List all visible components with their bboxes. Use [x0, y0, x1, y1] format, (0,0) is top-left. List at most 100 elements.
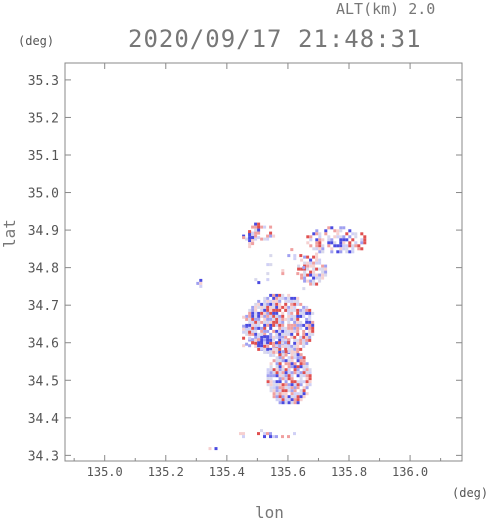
radar-cell — [305, 326, 309, 330]
radar-cell — [284, 386, 288, 390]
radar-cell — [305, 305, 309, 309]
radar-cell — [257, 335, 261, 339]
radar-cell — [321, 264, 325, 268]
radar-cell — [305, 341, 309, 345]
radar-cell — [330, 241, 334, 245]
radar-cell — [266, 377, 270, 381]
radar-cell — [284, 299, 288, 303]
radar-cell — [275, 383, 279, 387]
radar-cell — [269, 432, 272, 436]
radar-cell — [293, 398, 297, 402]
x-tick-label: 135.8 — [331, 465, 367, 479]
radar-cell — [287, 362, 291, 366]
radar-cell — [305, 392, 309, 396]
radar-cell — [266, 383, 270, 387]
radar-cell — [287, 341, 291, 345]
radar-cell — [351, 247, 355, 251]
radar-cell — [269, 320, 273, 324]
radar-cell — [248, 336, 252, 340]
radar-cell — [342, 238, 346, 242]
radar-cell — [315, 247, 319, 251]
radar-cell — [318, 244, 322, 248]
radar-cell — [260, 332, 264, 336]
radar-cell — [254, 222, 258, 226]
radar-cell — [311, 329, 315, 333]
radar-cell — [278, 302, 282, 306]
radar-cell — [339, 235, 343, 239]
radar-cell — [296, 272, 300, 276]
radar-cell — [305, 380, 309, 384]
radar-cell — [272, 347, 276, 351]
radar-cell — [302, 266, 306, 270]
radar-cell — [254, 225, 258, 229]
radar-cell — [293, 380, 297, 384]
radar-cell — [242, 435, 245, 439]
radar-cell — [299, 392, 303, 396]
radar-cell — [293, 356, 297, 360]
radar-cell — [248, 308, 252, 312]
radar-cell — [315, 255, 319, 259]
radar-cell — [284, 332, 288, 336]
y-tick-label: 35.0 — [28, 187, 59, 202]
radar-cell — [284, 374, 288, 378]
radar-cell — [290, 386, 294, 390]
radar-cell — [281, 323, 285, 327]
radar-cell — [281, 314, 285, 318]
radar-cell — [248, 326, 252, 330]
radar-cell — [293, 386, 297, 390]
radar-cell — [275, 347, 279, 351]
radar-cell — [284, 395, 288, 399]
radar-cell — [269, 368, 273, 372]
radar-cell — [296, 302, 300, 306]
radar-cell — [284, 335, 288, 339]
radar-cell — [263, 347, 267, 351]
radar-cell — [272, 338, 276, 342]
radar-cell — [299, 383, 303, 387]
radar-cell — [324, 273, 328, 277]
radar-cell — [333, 241, 337, 245]
radar-cell — [305, 317, 309, 321]
radar-cell — [302, 332, 306, 336]
radar-cell — [315, 273, 319, 277]
radar-cell — [290, 305, 294, 309]
radar-cell — [245, 237, 249, 241]
radar-cell — [327, 238, 331, 242]
radar-cell — [257, 305, 261, 309]
radar-cell — [357, 247, 361, 251]
radar-cell — [287, 344, 291, 348]
radar-cell — [254, 231, 258, 235]
radar-cell — [278, 326, 282, 330]
radar-cell — [266, 305, 270, 309]
radar-cell — [302, 287, 306, 291]
radar-cell — [302, 380, 306, 384]
radar-cell — [281, 350, 285, 354]
radar-cell — [339, 226, 343, 230]
radar-cell — [287, 401, 291, 405]
radar-cell — [299, 338, 303, 342]
radar-cell — [281, 311, 285, 315]
radar-cell — [311, 311, 315, 315]
radar-cell — [242, 327, 246, 331]
radar-cell — [345, 238, 349, 242]
radar-cell — [260, 311, 264, 315]
radar-cell — [321, 273, 325, 277]
radar-cell — [284, 344, 288, 348]
radar-cell — [296, 392, 300, 396]
radar-cell — [287, 371, 291, 375]
radar-cell — [254, 234, 258, 238]
radar-cell — [272, 344, 276, 348]
radar-cell — [287, 308, 291, 312]
radar-cell — [318, 267, 322, 271]
radar-cell — [269, 435, 272, 439]
radar-cell — [315, 241, 319, 245]
radar-cell — [351, 232, 355, 236]
radar-cell — [251, 314, 255, 318]
radar-cell — [303, 273, 307, 277]
radar-cell — [293, 254, 297, 258]
radar-cell — [208, 447, 212, 451]
radar-cell — [284, 389, 288, 393]
radar-cell — [260, 302, 264, 306]
radar-cell — [300, 276, 304, 280]
radar-cell — [302, 311, 306, 315]
radar-cell — [248, 320, 252, 324]
